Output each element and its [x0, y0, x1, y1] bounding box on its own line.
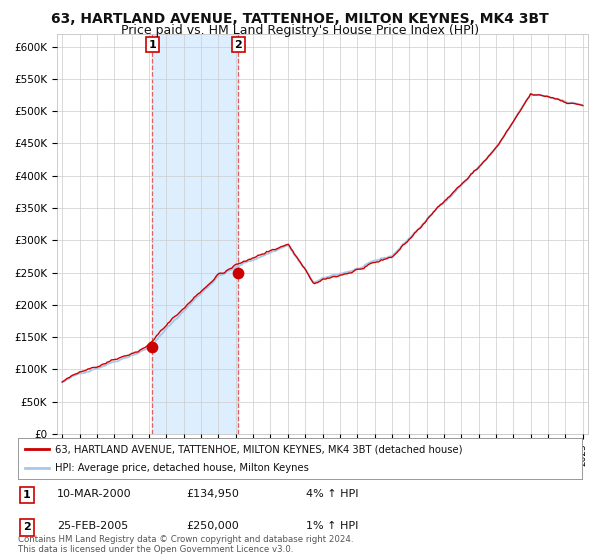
Point [148, 342, 157, 351]
Text: 1% ↑ HPI: 1% ↑ HPI [306, 521, 358, 531]
Text: 1: 1 [23, 490, 31, 500]
Text: HPI: Average price, detached house, Milton Keynes: HPI: Average price, detached house, Milt… [55, 463, 308, 473]
Text: 2: 2 [23, 522, 31, 533]
Text: Contains HM Land Registry data © Crown copyright and database right 2024.
This d: Contains HM Land Registry data © Crown c… [18, 535, 353, 554]
Text: 4% ↑ HPI: 4% ↑ HPI [306, 489, 359, 499]
Text: £134,950: £134,950 [186, 489, 239, 499]
Text: 2: 2 [235, 40, 242, 50]
Text: Price paid vs. HM Land Registry's House Price Index (HPI): Price paid vs. HM Land Registry's House … [121, 24, 479, 36]
Bar [152, 34, 238, 434]
Point [233, 268, 243, 277]
Text: 63, HARTLAND AVENUE, TATTENHOE, MILTON KEYNES, MK4 3BT: 63, HARTLAND AVENUE, TATTENHOE, MILTON K… [51, 12, 549, 26]
Text: £250,000: £250,000 [186, 521, 239, 531]
Text: 25-FEB-2005: 25-FEB-2005 [57, 521, 128, 531]
Text: 1: 1 [148, 40, 156, 50]
Text: 63, HARTLAND AVENUE, TATTENHOE, MILTON KEYNES, MK4 3BT (detached house): 63, HARTLAND AVENUE, TATTENHOE, MILTON K… [55, 445, 462, 454]
Text: 10-MAR-2000: 10-MAR-2000 [57, 489, 131, 499]
